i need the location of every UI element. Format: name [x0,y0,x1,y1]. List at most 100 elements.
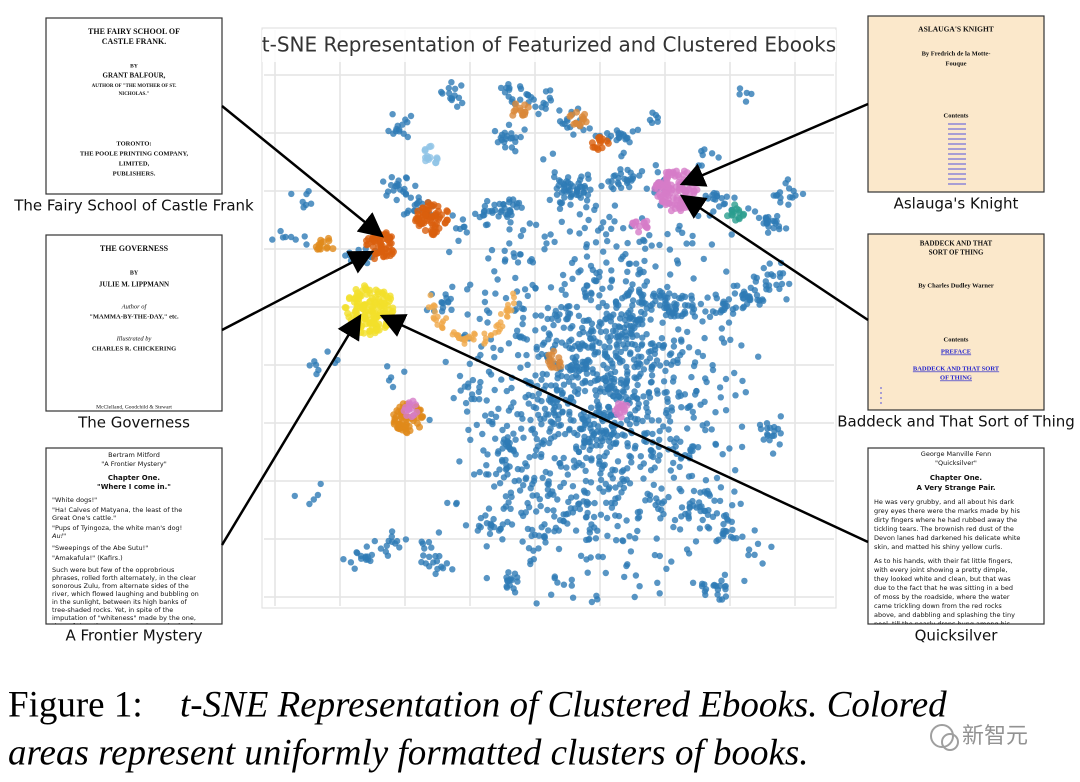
point [620,402,628,410]
point [738,342,745,349]
point [602,480,609,488]
point [716,497,724,505]
point [524,525,532,533]
point [503,84,510,92]
point [717,394,724,401]
point [502,493,510,500]
point [544,506,551,514]
point [499,445,506,452]
point [631,593,638,601]
point [587,335,595,343]
point [710,189,718,197]
point [461,383,468,390]
page-line: NICHOLAS." [119,92,150,97]
point [613,243,620,250]
point [514,351,522,359]
point [629,302,636,309]
point [582,467,589,474]
point [602,231,610,238]
point [533,435,540,443]
point [719,451,726,458]
point [487,371,495,378]
point [747,284,754,291]
point [631,388,638,395]
point [450,394,457,402]
point [634,363,642,370]
point [554,375,561,382]
point [711,581,718,589]
point [535,545,542,552]
point [639,334,646,341]
point [664,283,671,291]
point [380,299,388,307]
point [582,365,590,373]
point [496,466,503,473]
point [539,370,546,378]
point [511,477,518,485]
point [702,308,709,315]
point [678,336,685,343]
point [524,92,532,99]
point [626,260,634,267]
point [652,263,659,270]
point [704,294,711,301]
point [616,409,624,417]
point [756,297,763,304]
point [448,306,455,313]
point [647,379,655,386]
page-line: with every joint showing a pretty dimple… [874,566,1008,574]
point [492,470,500,478]
point [447,295,454,303]
point [504,438,511,445]
point [533,346,540,353]
point [619,537,627,545]
point [399,121,406,128]
point [712,309,719,316]
point [323,244,331,252]
point [742,98,750,105]
point [502,144,509,151]
point [734,282,741,289]
page-image [45,17,223,195]
point [520,434,527,441]
point [419,540,426,547]
point [425,538,433,546]
point [572,527,580,534]
point [580,487,588,494]
point [581,439,588,447]
point [525,400,532,407]
point [638,300,645,307]
point [502,135,510,143]
point [488,521,495,529]
point [611,500,619,507]
point [550,491,557,498]
point [390,130,397,137]
point [342,304,350,312]
point [678,404,685,411]
point [480,447,487,454]
point [583,370,591,377]
point [567,325,574,332]
point [598,182,605,190]
point [654,179,662,187]
point [643,217,651,225]
point [720,512,728,520]
point [449,566,456,573]
point [491,127,499,135]
point [641,257,648,265]
point [713,474,721,482]
point [620,225,627,232]
point [517,133,524,141]
point [618,153,625,160]
point [524,292,531,300]
point [620,341,627,348]
point [570,457,578,464]
point [553,185,560,192]
point [736,85,744,92]
point [552,382,559,389]
point [670,309,677,317]
point [369,243,377,250]
caption-number: Figure 1: [8,684,143,725]
point [577,366,584,373]
point [442,358,449,366]
